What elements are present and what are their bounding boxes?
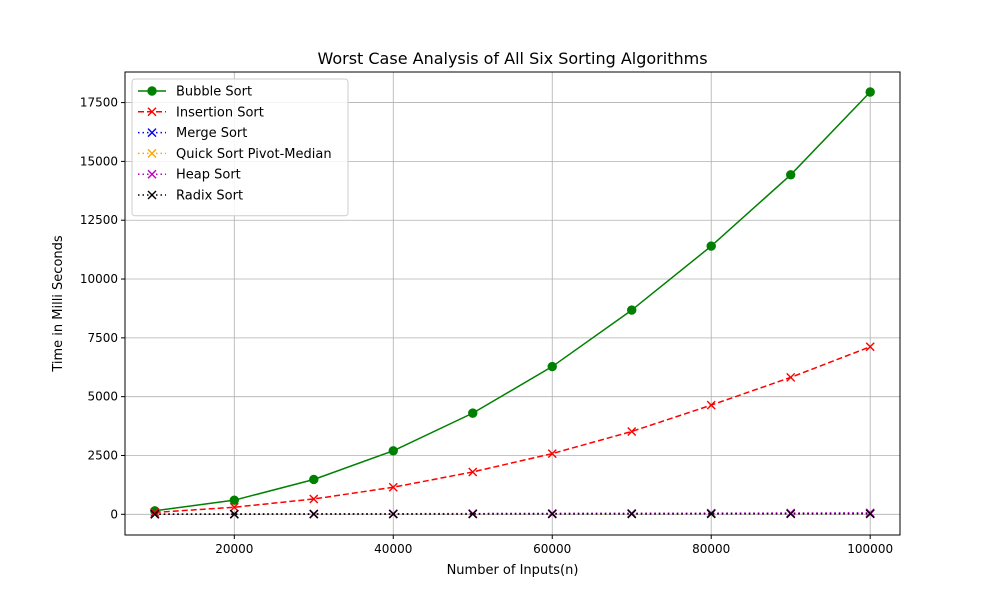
y-axis-label: Time in Milli Seconds [51, 235, 66, 373]
data-point-circle [469, 409, 477, 417]
y-tick-label: 15000 [80, 154, 118, 168]
y-tick-label: 10000 [80, 272, 118, 286]
chart-title: Worst Case Analysis of All Six Sorting A… [317, 49, 707, 68]
data-point-circle [230, 496, 238, 504]
x-tick-label: 20000 [215, 542, 253, 556]
y-tick-label: 17500 [80, 96, 118, 110]
y-tick-label: 2500 [87, 448, 118, 462]
data-point-circle [310, 475, 318, 483]
legend-label: Insertion Sort [176, 105, 264, 120]
y-tick-label: 5000 [87, 390, 118, 404]
legend-label: Merge Sort [176, 126, 247, 141]
legend: Bubble Sort Insertion Sort Merge Sort Quick… [132, 79, 348, 216]
data-point-circle [787, 171, 795, 179]
data-point-circle [707, 242, 715, 250]
legend-label: Heap Sort [176, 168, 241, 183]
x-tick-label: 60000 [533, 542, 571, 556]
x-tick-label: 80000 [692, 542, 730, 556]
legend-label: Quick Sort Pivot-Median [176, 147, 332, 162]
data-point-circle [389, 447, 397, 455]
y-tick-label: 7500 [87, 331, 118, 345]
legend-marker [148, 87, 156, 95]
x-tick-label: 100000 [847, 542, 893, 556]
y-tick-label: 0 [110, 507, 118, 521]
legend-label: Bubble Sort [176, 85, 252, 100]
x-axis-label: Number of Inputs(n) [447, 563, 579, 578]
y-tick-label: 12500 [80, 213, 118, 227]
legend-label: Radix Sort [176, 189, 243, 204]
data-point-circle [628, 306, 636, 314]
data-point-circle [548, 362, 556, 370]
x-tick-label: 40000 [374, 542, 412, 556]
data-point-circle [866, 88, 874, 96]
